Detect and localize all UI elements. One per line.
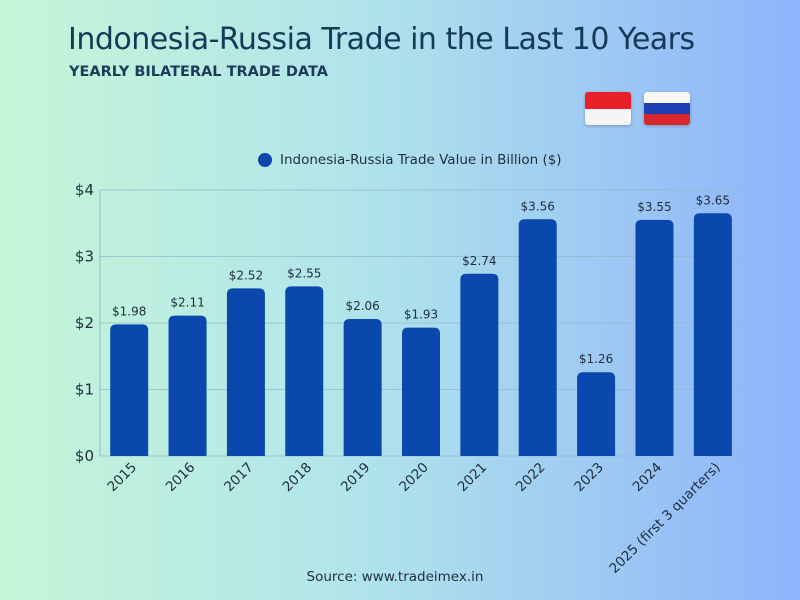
data-label: $3.55 bbox=[637, 200, 671, 214]
x-tick-label: 2021 bbox=[455, 460, 491, 496]
x-tick-label: 2015 bbox=[104, 460, 140, 496]
bar bbox=[343, 319, 382, 456]
y-tick-label: $4 bbox=[75, 181, 94, 199]
indonesia-flag-stripe bbox=[585, 108, 631, 125]
data-label: $1.26 bbox=[579, 352, 613, 366]
chart-title: Indonesia-Russia Trade in the Last 10 Ye… bbox=[68, 22, 695, 57]
bar bbox=[226, 288, 265, 456]
bar bbox=[460, 273, 499, 456]
russia-flag-stripe bbox=[644, 114, 690, 125]
bar bbox=[635, 219, 674, 456]
bar bbox=[518, 219, 557, 456]
x-tick-label: 2018 bbox=[279, 460, 315, 496]
chart-subtitle: YEARLY BILATERAL TRADE DATA bbox=[69, 64, 328, 80]
legend-swatch bbox=[258, 153, 272, 167]
y-tick-label: $0 bbox=[75, 447, 94, 465]
x-tick-label: 2017 bbox=[221, 460, 257, 496]
data-label: $2.52 bbox=[229, 268, 263, 282]
bar bbox=[168, 315, 207, 456]
russia-flag-icon bbox=[644, 92, 690, 125]
indonesia-flag-stripe bbox=[585, 92, 631, 109]
x-tick-label: 2024 bbox=[630, 460, 666, 496]
russia-flag-stripe bbox=[644, 92, 690, 103]
data-label: $2.11 bbox=[170, 296, 204, 310]
y-tick-label: $1 bbox=[75, 381, 94, 399]
bar bbox=[110, 324, 149, 456]
russia-flag-stripe bbox=[644, 103, 690, 114]
x-tick-label: 2016 bbox=[163, 460, 199, 496]
source-note: Source: www.tradeimex.in bbox=[306, 569, 484, 585]
x-tick-label: 2023 bbox=[571, 460, 607, 496]
y-tick-label: $3 bbox=[75, 248, 94, 266]
data-label: $2.55 bbox=[287, 266, 321, 280]
data-label: $1.98 bbox=[112, 304, 146, 318]
legend-label: Indonesia-Russia Trade Value in Billion … bbox=[280, 152, 562, 168]
x-tick-label: 2022 bbox=[513, 460, 549, 496]
data-label: $3.56 bbox=[521, 199, 555, 213]
y-tick-label: $2 bbox=[75, 314, 94, 332]
indonesia-flag-icon bbox=[585, 92, 631, 125]
data-label: $2.74 bbox=[462, 254, 496, 268]
data-label: $2.06 bbox=[345, 299, 379, 313]
bar bbox=[693, 213, 732, 456]
bar bbox=[577, 372, 616, 456]
x-tick-label: 2019 bbox=[338, 460, 374, 496]
x-tick-label: 2020 bbox=[396, 460, 432, 496]
chart-legend: Indonesia-Russia Trade Value in Billion … bbox=[258, 152, 562, 168]
data-label: $1.93 bbox=[404, 308, 438, 322]
bar bbox=[402, 327, 440, 456]
x-tick-label: 2025 (first 3 quarters) bbox=[606, 460, 723, 577]
bar bbox=[285, 286, 324, 456]
data-label: $3.65 bbox=[696, 193, 730, 207]
